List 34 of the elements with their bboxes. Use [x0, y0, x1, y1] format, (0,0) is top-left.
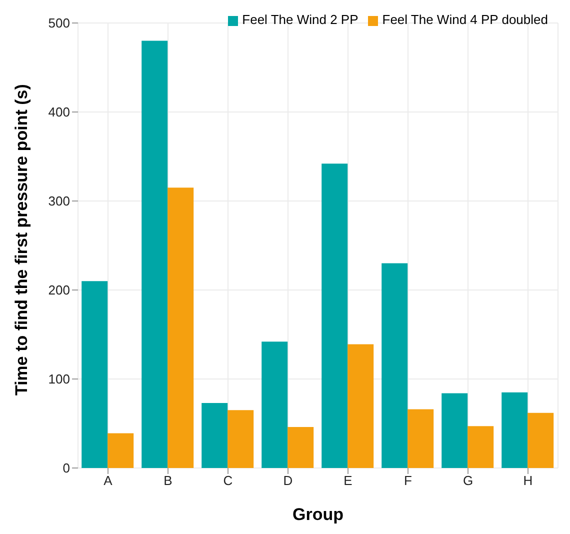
bar	[408, 409, 434, 468]
bar	[288, 427, 314, 468]
x-tick-label: G	[462, 473, 474, 488]
bar	[108, 433, 134, 468]
legend-label: Feel The Wind 2 PP	[242, 12, 358, 27]
x-tick-label: E	[344, 473, 353, 488]
bar	[322, 164, 348, 468]
y-tick-label: 200	[48, 282, 70, 298]
y-tick-label: 0	[62, 460, 70, 476]
bar	[442, 393, 468, 468]
x-tick-label: F	[404, 473, 412, 488]
bar	[348, 344, 374, 468]
bar	[142, 40, 168, 468]
x-tick-label: H	[523, 473, 533, 488]
bar	[228, 410, 254, 468]
y-axis-title: Time to find the first pressure point (s)	[12, 84, 32, 396]
bar	[82, 281, 108, 468]
bar	[262, 342, 288, 468]
bar	[502, 392, 528, 468]
y-tick-label: 400	[48, 104, 70, 120]
x-tick-label: D	[283, 473, 293, 488]
x-axis-title: Group	[292, 505, 344, 524]
bar	[468, 426, 494, 468]
x-tick-label: C	[223, 473, 233, 488]
y-tick-label: 500	[48, 16, 70, 31]
bar	[528, 412, 554, 468]
x-tick-label: A	[104, 473, 113, 488]
x-tick-label: B	[164, 473, 172, 488]
y-tick-label: 300	[48, 194, 70, 209]
bar	[202, 403, 228, 468]
y-tick-label: 100	[48, 372, 70, 387]
legend-label: Feel The Wind 4 PP doubled	[382, 12, 548, 27]
bar	[382, 263, 408, 468]
bar	[168, 188, 194, 468]
